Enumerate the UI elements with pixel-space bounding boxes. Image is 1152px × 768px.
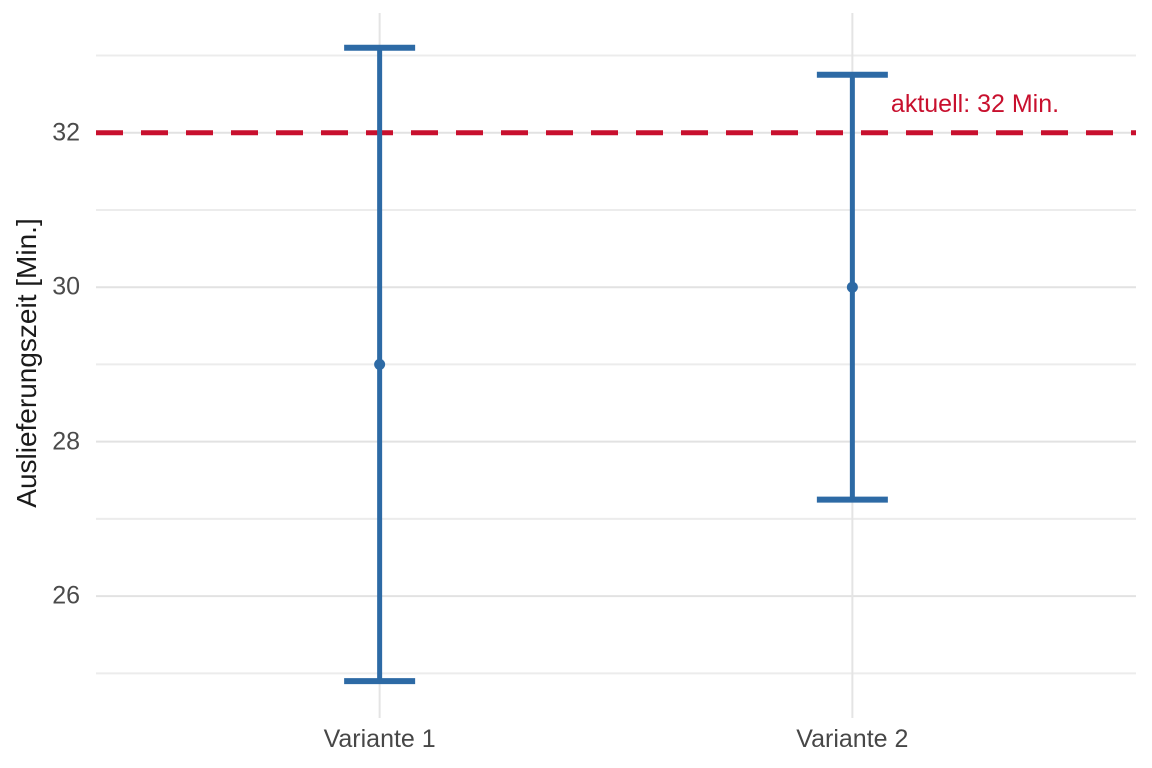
y-axis-title: Auslieferungszeit [Min.] [11, 218, 42, 508]
y-tick-label: 30 [52, 272, 80, 301]
x-category-label: Variante 2 [796, 725, 909, 753]
x-category-label: Variante 1 [323, 725, 436, 753]
point-estimate [846, 281, 858, 293]
y-tick-label: 32 [52, 118, 80, 147]
point-estimate [374, 358, 386, 370]
reference-line-annotation: aktuell: 32 Min. [890, 90, 1060, 118]
y-tick-label: 26 [52, 581, 80, 610]
y-tick-label: 28 [52, 427, 80, 456]
